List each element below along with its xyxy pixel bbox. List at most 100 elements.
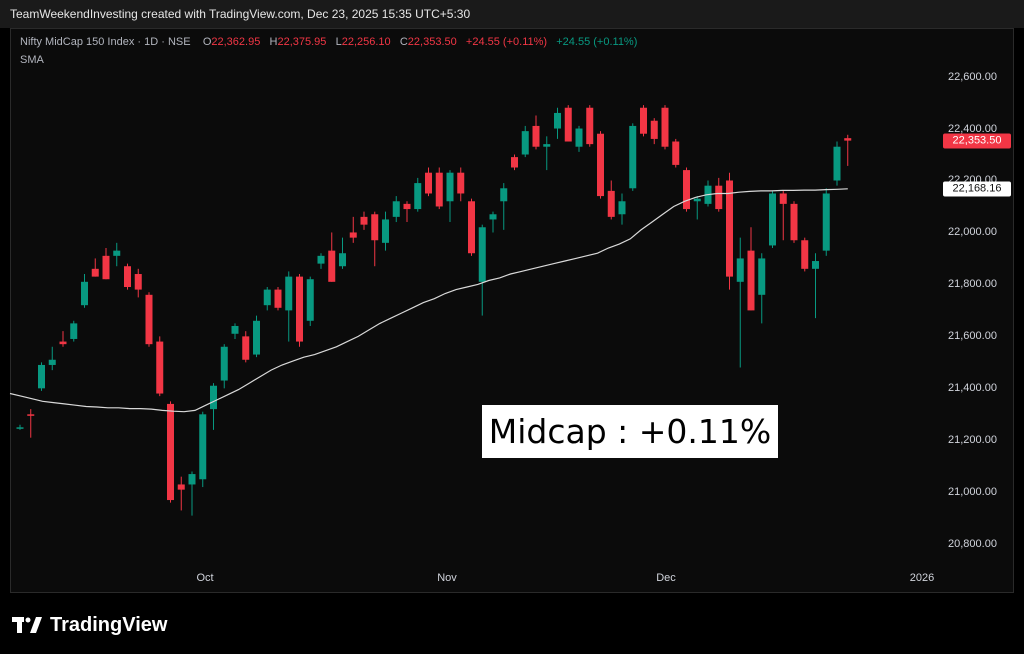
candle-body xyxy=(564,107,572,142)
attribution-text: TeamWeekendInvesting created with Tradin… xyxy=(10,7,471,21)
candle-body xyxy=(640,107,647,134)
high-value: 22,375.95 xyxy=(277,36,327,48)
candle-body xyxy=(683,170,690,210)
x-tick-label: Dec xyxy=(656,572,676,584)
candle-body xyxy=(586,107,594,145)
candle-body xyxy=(543,144,551,147)
candle-body xyxy=(38,364,45,389)
candle-body xyxy=(177,484,185,490)
candle-body xyxy=(360,216,368,225)
candle-body xyxy=(81,281,88,306)
candle-body xyxy=(414,183,422,210)
candle-body xyxy=(403,203,411,210)
candle-body xyxy=(489,214,497,220)
candle-body xyxy=(91,268,99,277)
x-tick-label: Nov xyxy=(437,572,457,584)
close-value: 22,353.50 xyxy=(407,36,457,48)
candle-body xyxy=(220,346,228,381)
x-tick-label: Oct xyxy=(196,572,214,584)
candle-body xyxy=(124,266,131,288)
low-value: 22,256.10 xyxy=(341,36,391,48)
candle-body xyxy=(27,414,35,416)
candle-body xyxy=(296,276,303,342)
candle-body xyxy=(274,289,282,308)
ohlc-legend: Nifty MidCap 150 Index · 1D · NSE O22,36… xyxy=(20,36,637,48)
candle-body xyxy=(790,203,798,241)
candle-body xyxy=(382,219,389,243)
candle-body xyxy=(242,336,250,360)
candle-body xyxy=(199,414,207,480)
y-tick-label: 21,800.00 xyxy=(948,278,997,291)
open-label: O xyxy=(202,36,212,48)
y-tick-label: 21,400.00 xyxy=(948,382,997,395)
candle-body xyxy=(210,385,217,410)
y-tick-label: 20,800.00 xyxy=(948,538,997,551)
change-value: +24.55 (+0.11%) xyxy=(465,36,548,48)
candle-body xyxy=(618,201,626,215)
candle-body xyxy=(833,146,841,181)
candle-body xyxy=(736,258,744,282)
candle-body xyxy=(435,172,443,207)
candle-body xyxy=(167,403,174,501)
candle-body xyxy=(48,359,56,365)
sma-line xyxy=(9,188,848,413)
chart-panel[interactable] xyxy=(10,28,1014,593)
sma-change-value: +24.55 (+0.11%) xyxy=(556,36,638,48)
y-tick-label: 22,400.00 xyxy=(948,122,997,135)
candle-body xyxy=(661,107,669,147)
candle-body xyxy=(629,125,637,189)
candle-body xyxy=(575,128,583,147)
candle-body xyxy=(231,325,239,334)
tradingview-logo-icon xyxy=(12,617,42,633)
candle-body xyxy=(70,323,78,339)
candle-body xyxy=(801,240,809,269)
candle-body xyxy=(306,279,314,321)
y-tick-label: 21,600.00 xyxy=(948,330,997,343)
candle-body xyxy=(113,250,121,256)
candle-body xyxy=(672,141,680,165)
open-value: 22,362.95 xyxy=(211,36,261,48)
indicator-label[interactable]: SMA xyxy=(20,54,44,66)
candle-body xyxy=(425,172,432,194)
candle-body xyxy=(328,250,336,282)
candle-body xyxy=(822,193,830,251)
candle-body xyxy=(715,185,723,210)
candle-body xyxy=(769,193,776,246)
candle-body xyxy=(145,294,153,345)
candle-body xyxy=(102,255,110,280)
symbol-label: Nifty MidCap 150 Index · 1D · NSE xyxy=(20,36,191,48)
candle-body xyxy=(500,188,508,202)
candle-body xyxy=(597,133,604,197)
candle-body xyxy=(317,255,325,264)
candle-body xyxy=(607,190,615,217)
candle-body xyxy=(747,250,755,311)
sma-price-tag: 22,168.16 xyxy=(943,181,1011,197)
y-tick-label: 22,600.00 xyxy=(948,70,997,83)
candle-body xyxy=(59,341,67,345)
candle-body xyxy=(532,125,540,147)
y-tick-label: 22,000.00 xyxy=(948,226,997,239)
y-tick-label: 21,000.00 xyxy=(948,486,997,499)
close-label: C xyxy=(399,36,408,48)
candle-body xyxy=(392,201,400,217)
candle-body xyxy=(16,427,24,429)
candle-body xyxy=(349,232,357,238)
tradingview-footer[interactable]: TradingView xyxy=(12,612,167,638)
attribution-bar: TeamWeekendInvesting created with Tradin… xyxy=(0,0,1024,28)
last-price-tag: 22,353.50 xyxy=(943,133,1011,149)
candle-body xyxy=(758,258,766,295)
low-label: L xyxy=(335,36,342,48)
candle-body xyxy=(511,157,518,168)
candle-body xyxy=(844,138,852,141)
high-label: H xyxy=(269,36,278,48)
candle-body xyxy=(188,474,196,485)
candle-body xyxy=(446,172,454,202)
candle-body xyxy=(468,201,475,254)
candle-body xyxy=(156,341,164,394)
candle-body xyxy=(457,172,465,194)
candle-body xyxy=(371,214,379,241)
x-tick-label: 2026 xyxy=(909,572,935,584)
candle-body xyxy=(779,193,787,204)
candle-body xyxy=(726,180,733,277)
